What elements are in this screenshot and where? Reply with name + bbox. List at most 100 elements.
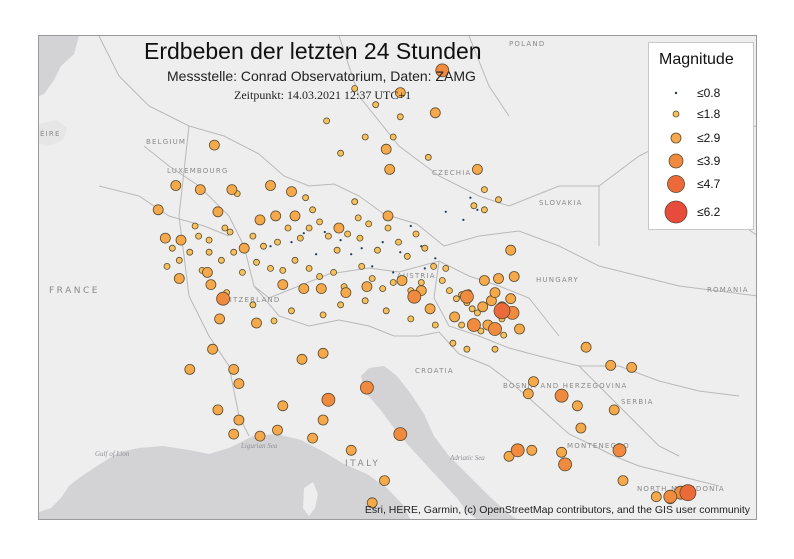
earthquake-marker[interactable] [173, 273, 185, 284]
earthquake-marker[interactable] [339, 239, 342, 242]
earthquake-marker[interactable] [438, 277, 446, 284]
earthquake-marker[interactable] [274, 238, 281, 246]
earthquake-marker[interactable] [617, 475, 629, 487]
earthquake-marker[interactable] [298, 283, 310, 295]
earthquake-marker[interactable] [605, 359, 617, 371]
earthquake-marker[interactable] [514, 323, 525, 335]
earthquake-markers[interactable] [152, 63, 697, 509]
earthquake-marker[interactable] [290, 241, 293, 244]
earthquake-marker[interactable] [442, 264, 450, 272]
earthquake-marker[interactable] [412, 230, 420, 238]
earthquake-marker[interactable] [374, 246, 381, 254]
earthquake-marker[interactable] [528, 376, 539, 388]
earthquake-marker[interactable] [480, 206, 488, 214]
earthquake-marker[interactable] [359, 380, 374, 395]
earthquake-marker[interactable] [216, 291, 231, 306]
earthquake-marker[interactable] [356, 234, 364, 242]
earthquake-marker[interactable] [424, 303, 436, 315]
earthquake-marker[interactable] [323, 230, 326, 234]
earthquake-marker[interactable] [650, 491, 662, 503]
earthquake-marker[interactable] [466, 318, 481, 332]
earthquake-marker[interactable] [226, 184, 238, 196]
earthquake-marker[interactable] [316, 273, 324, 280]
earthquake-marker[interactable] [452, 295, 460, 303]
earthquake-marker[interactable] [175, 234, 187, 246]
earthquake-marker[interactable] [205, 279, 217, 291]
map-frame[interactable]: POLAND BELGIUM LUXEMBOURG CZECHIA SLOVAK… [38, 35, 757, 520]
earthquake-marker[interactable] [384, 224, 392, 232]
earthquake-marker[interactable] [403, 252, 411, 260]
earthquake-marker[interactable] [233, 414, 245, 426]
earthquake-marker[interactable] [217, 256, 225, 264]
earthquake-marker[interactable] [429, 107, 441, 119]
earthquake-marker[interactable] [389, 279, 397, 286]
earthquake-marker[interactable] [572, 400, 583, 412]
earthquake-marker[interactable] [186, 248, 194, 256]
earthquake-marker[interactable] [333, 222, 345, 234]
earthquake-marker[interactable] [351, 85, 359, 92]
earthquake-marker[interactable] [344, 230, 352, 238]
earthquake-marker[interactable] [368, 275, 376, 282]
earthquake-marker[interactable] [284, 224, 292, 232]
earthquake-marker[interactable] [471, 163, 483, 175]
earthquake-marker[interactable] [345, 444, 357, 456]
earthquake-marker[interactable] [233, 378, 245, 390]
earthquake-marker[interactable] [205, 248, 213, 256]
earthquake-marker[interactable] [354, 214, 362, 222]
earthquake-marker[interactable] [395, 238, 402, 246]
earthquake-marker[interactable] [379, 285, 387, 293]
earthquake-marker[interactable] [500, 331, 508, 339]
earthquake-marker[interactable] [207, 343, 219, 355]
earthquake-marker[interactable] [477, 327, 485, 335]
earthquake-marker[interactable] [663, 489, 678, 504]
earthquake-marker[interactable] [679, 484, 697, 502]
earthquake-marker[interactable] [296, 234, 304, 242]
earthquake-marker[interactable] [260, 242, 267, 250]
earthquake-marker[interactable] [430, 262, 438, 270]
earthquake-marker[interactable] [423, 267, 426, 270]
earthquake-marker[interactable] [321, 392, 336, 407]
earthquake-marker[interactable] [389, 133, 397, 141]
earthquake-marker[interactable] [208, 139, 220, 151]
earthquake-marker[interactable] [463, 345, 471, 353]
earthquake-marker[interactable] [265, 180, 276, 191]
earthquake-marker[interactable] [575, 422, 587, 434]
basemap[interactable]: POLAND BELGIUM LUXEMBOURG CZECHIA SLOVAK… [39, 36, 757, 520]
earthquake-marker[interactable] [393, 427, 408, 442]
earthquake-marker[interactable] [269, 245, 272, 248]
earthquake-marker[interactable] [459, 289, 474, 304]
earthquake-marker[interactable] [205, 236, 213, 244]
earthquake-marker[interactable] [350, 253, 353, 256]
earthquake-marker[interactable] [323, 117, 331, 125]
earthquake-marker[interactable] [392, 271, 395, 274]
earthquake-marker[interactable] [558, 457, 572, 472]
earthquake-marker[interactable] [580, 341, 592, 353]
earthquake-marker[interactable] [493, 302, 511, 320]
earthquake-marker[interactable] [489, 287, 501, 299]
earthquake-marker[interactable] [445, 287, 453, 295]
earthquake-marker[interactable] [505, 293, 517, 305]
earthquake-marker[interactable] [608, 404, 620, 416]
earthquake-marker[interactable] [337, 301, 345, 309]
earthquake-marker[interactable] [212, 404, 224, 416]
earthquake-marker[interactable] [435, 63, 450, 78]
earthquake-marker[interactable] [337, 149, 345, 157]
earthquake-marker[interactable] [495, 196, 502, 204]
earthquake-marker[interactable] [361, 297, 369, 305]
earthquake-marker[interactable] [478, 275, 490, 286]
earthquake-marker[interactable] [470, 202, 478, 210]
earthquake-marker[interactable] [317, 347, 329, 359]
earthquake-marker[interactable] [307, 432, 319, 444]
earthquake-marker[interactable] [296, 353, 308, 365]
earthquake-marker[interactable] [382, 307, 390, 315]
earthquake-marker[interactable] [503, 450, 515, 462]
earthquake-marker[interactable] [626, 361, 638, 373]
earthquake-marker[interactable] [212, 206, 224, 218]
earthquake-marker[interactable] [409, 224, 412, 228]
earthquake-marker[interactable] [526, 444, 538, 456]
earthquake-marker[interactable] [253, 258, 260, 266]
earthquake-marker[interactable] [462, 218, 465, 221]
earthquake-marker[interactable] [319, 311, 327, 319]
earthquake-marker[interactable] [473, 309, 481, 317]
earthquake-marker[interactable] [382, 210, 394, 222]
